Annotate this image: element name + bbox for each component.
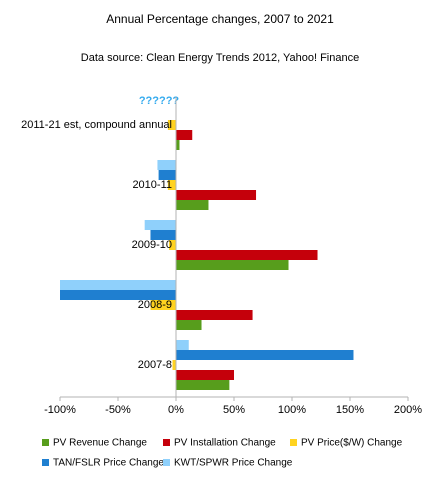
bar [167, 120, 176, 130]
x-tick-label: 150% [336, 404, 364, 416]
bar [176, 250, 318, 260]
bar [176, 200, 209, 210]
bar [169, 240, 176, 250]
bar [150, 230, 176, 240]
legend-swatch [42, 439, 49, 446]
bar [176, 130, 193, 140]
bar [176, 350, 354, 360]
bar [176, 380, 230, 390]
bar [176, 190, 257, 200]
bar [167, 180, 176, 190]
x-tick-label: 100% [278, 404, 306, 416]
bar [144, 220, 176, 230]
annotation: ?????? [139, 95, 180, 107]
legend-swatch [290, 439, 297, 446]
bar [176, 260, 289, 270]
chart-subtitle: Data source: Clean Energy Trends 2012, Y… [81, 52, 359, 64]
bar [176, 340, 189, 350]
bar [150, 300, 176, 310]
y-tick-label: 2008-9 [138, 299, 172, 311]
bar [176, 370, 234, 380]
legend-label: PV Price($/W) Change [301, 438, 403, 449]
x-tick-label: 50% [223, 404, 245, 416]
x-tick-label: 200% [394, 404, 422, 416]
x-tick-label: 0% [168, 404, 184, 416]
y-tick-label: 2007-8 [138, 359, 172, 371]
legend-swatch [163, 459, 170, 466]
bar [176, 140, 180, 150]
bar [172, 360, 176, 370]
legend-label: PV Installation Change [174, 438, 276, 449]
bar [176, 310, 253, 320]
legend-label: KWT/SPWR Price Change [174, 458, 293, 469]
bar [60, 290, 176, 300]
legend-swatch [42, 459, 49, 466]
y-tick-label: 2009-10 [132, 239, 172, 251]
legend-label: PV Revenue Change [53, 438, 147, 449]
bar [157, 160, 176, 170]
y-tick-label: 2011-21 est, compound annual [21, 119, 172, 131]
chart-title: Annual Percentage changes, 2007 to 2021 [106, 12, 334, 26]
bar [158, 170, 176, 180]
bar [176, 320, 202, 330]
x-tick-label: -50% [105, 404, 131, 416]
x-tick-label: -100% [44, 404, 76, 416]
legend-swatch [163, 439, 170, 446]
legend-label: TAN/FSLR Price Change [53, 458, 164, 469]
y-tick-label: 2010-11 [132, 179, 172, 191]
bar [60, 280, 176, 290]
